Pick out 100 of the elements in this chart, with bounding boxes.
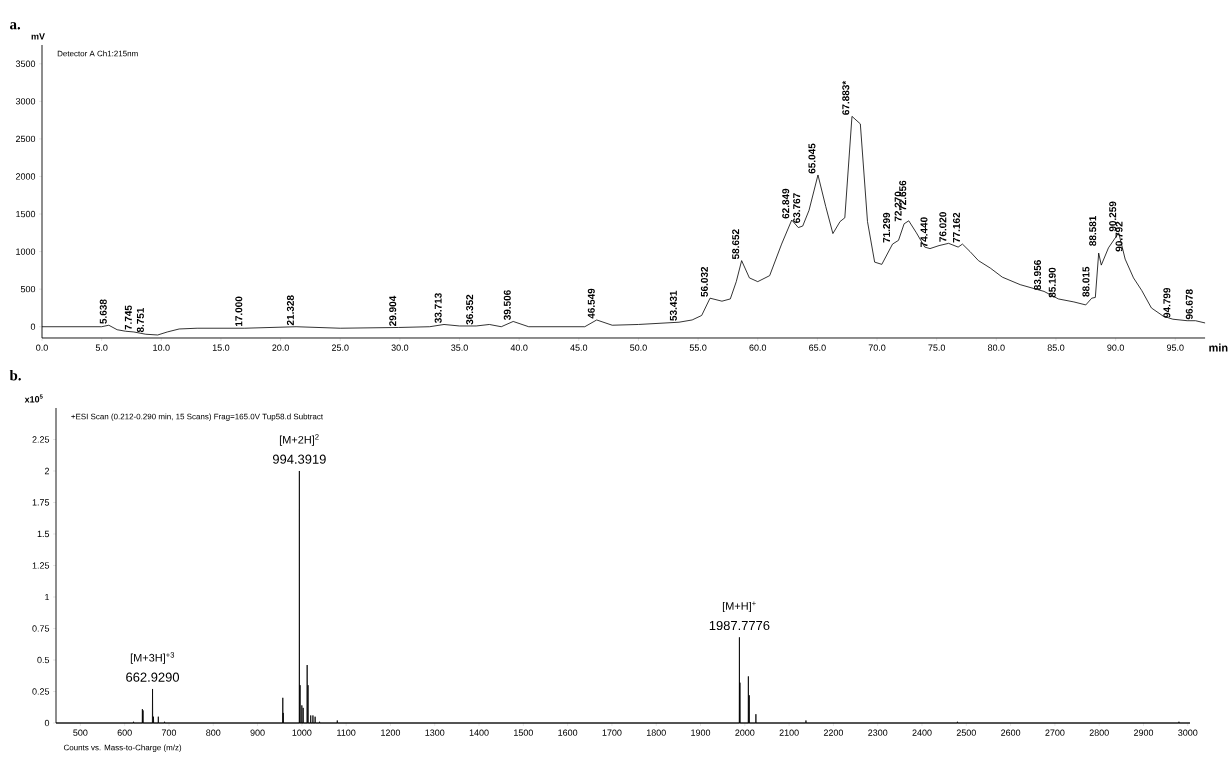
x-tick-label: 70.0 [868,344,886,351]
annotation: 662.9290 [126,672,180,682]
x-tick-label: 55.0 [689,344,707,351]
x-tick-label: 45.0 [570,344,588,351]
x-tick-label: 1800 [646,729,666,736]
x-tick-label: 1200 [381,729,401,736]
annotation: 53.431 [669,290,677,321]
annotation: 77.162 [952,212,960,243]
y-axis-title: x10$^{5}$ [24,394,43,403]
y-tick-label: 0 [30,323,36,330]
x-tick-label: 95.0 [1166,344,1184,351]
annotation: 96.678 [1185,289,1193,320]
x-tick-label: 5.0 [95,344,108,351]
annotation: 63.767 [793,193,801,223]
annotation: [M+2H]$^{2}$ [279,434,319,446]
x-tick-label: 2300 [868,729,888,736]
x-tick-label: 10.0 [153,344,170,351]
annotation: 1987.7776 [709,620,770,631]
x-tick-label: 1700 [602,729,622,736]
x-tick-label: 2600 [1001,729,1021,736]
x-tick-label: 80.0 [987,344,1005,351]
annotation: 74.440 [920,217,928,247]
annotation: 36.352 [466,294,474,325]
x-tick-label: 75.0 [928,344,946,351]
x-tick-label: 65.0 [809,344,826,351]
annotation: [M+H]$^{+}$ [722,601,756,613]
annotation: 7.745 [124,305,132,330]
annotation: 67.883* [842,80,850,115]
annotation: 90.792 [1115,221,1123,252]
y-tick-label: 1 [45,593,50,601]
annotation: 21.328 [286,295,294,326]
annotation: 71.299 [883,212,891,243]
annotation: 90.259 [1109,201,1117,232]
annotation: 56.032 [700,266,708,297]
x-tick-label: 85.0 [1047,344,1065,351]
x-tick-label: 1100 [337,729,356,736]
x-tick-label: 700 [161,729,177,736]
annotation: 29.904 [389,295,397,326]
annotation: 76.020 [939,212,947,242]
x-axis-title: min [1209,343,1228,352]
y-axis-title: mV [31,33,45,40]
annotation: 88.581 [1089,215,1097,246]
x-tick-label: 60.0 [749,344,767,351]
x-tick-label: 2900 [1133,729,1154,736]
y-tick-label: 1.5 [37,530,50,538]
y-tick-label: 1.25 [32,562,50,569]
y-tick-label: 3500 [15,60,36,67]
x-tick-label: 500 [73,729,88,736]
y-tick-label: 2500 [15,135,36,143]
annotation: 17.000 [235,296,243,327]
annotation: [M+3H]$^{+3}$ [130,652,175,664]
x-tick-label: 2500 [956,729,976,736]
y-tick-label: 0 [44,719,50,727]
y-tick-label: 500 [20,285,36,293]
x-tick-label: 35.0 [451,344,468,351]
y-tick-label: 0.25 [32,688,50,695]
annotation: 33.713 [434,293,442,324]
annotation: 5.638 [99,299,107,324]
annotation: 83.956 [1033,260,1042,290]
x-tick-label: 0.0 [36,344,48,351]
x-tick-label: 1000 [292,729,312,736]
y-tick-label: 1500 [16,210,36,218]
x-tick-label: 25.0 [331,344,349,351]
x-tick-label: 2100 [779,729,799,736]
annotation: 994.3919 [272,454,326,464]
chart-title: a. [10,22,21,30]
y-tick-label: 2000 [15,173,36,180]
annotation: 46.549 [587,288,595,319]
y-tick-label: 2.25 [32,436,50,443]
annotation: 85.190 [1048,267,1056,298]
y-tick-label: 0.75 [32,625,50,632]
x-tick-label: 3000 [1178,729,1198,736]
x-tick-label: 2700 [1045,729,1065,736]
annotation: 58.652 [732,229,740,260]
x-tick-label: 40.0 [510,344,528,351]
x-tick-label: 20.0 [272,344,289,351]
x-tick-label: 900 [250,729,265,736]
chart-title: b. [9,369,21,381]
y-tick-label: 1.75 [32,499,50,506]
x-tick-label: 1500 [514,729,533,736]
x-tick-label: 2200 [823,729,844,736]
y-tick-label: 1000 [16,248,36,255]
annotation: 65.045 [808,143,816,174]
x-tick-label: 15.0 [212,344,230,351]
x-tick-label: 2800 [1089,729,1109,736]
x-tick-label: 600 [117,729,132,736]
y-tick-label: 2 [44,467,50,475]
annotation: 39.506 [503,290,511,321]
x-tick-label: 2000 [735,729,755,736]
x-tick-label: 1400 [469,729,489,736]
annotation: 94.799 [1163,287,1171,318]
y-tick-label: 0.5 [37,656,50,664]
x-tick-label: 90.0 [1107,344,1124,351]
x-tick-label: 2400 [912,729,932,736]
x-tick-label: 800 [206,729,221,736]
annotation: 62.849 [782,188,790,219]
x-tick-label: 50.0 [630,344,647,351]
x-tick-label: 1900 [691,729,711,736]
x-tick-label: 30.0 [391,344,409,351]
x-tick-label: 1300 [425,729,445,736]
